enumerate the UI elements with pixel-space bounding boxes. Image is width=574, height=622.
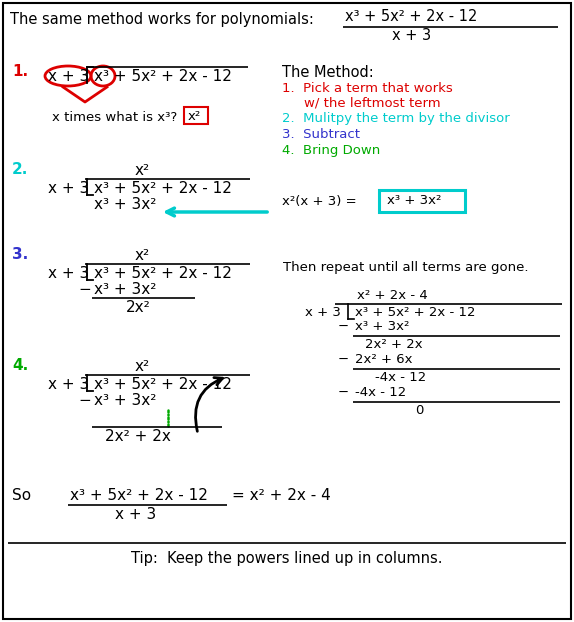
Text: 0: 0: [415, 404, 424, 417]
Text: −: −: [78, 393, 91, 408]
Text: x²: x²: [135, 359, 150, 374]
Text: x³ + 5x² + 2x - 12: x³ + 5x² + 2x - 12: [345, 9, 478, 24]
Text: Tip:  Keep the powers lined up in columns.: Tip: Keep the powers lined up in columns…: [131, 551, 443, 566]
Text: 2x²: 2x²: [126, 300, 151, 315]
Text: x³ + 5x² + 2x - 12: x³ + 5x² + 2x - 12: [355, 306, 475, 319]
Text: x³ + 3x²: x³ + 3x²: [94, 282, 156, 297]
Text: The Method:: The Method:: [282, 65, 374, 80]
Text: w/ the leftmost term: w/ the leftmost term: [304, 96, 441, 109]
Text: x³ + 5x² + 2x - 12: x³ + 5x² + 2x - 12: [94, 377, 232, 392]
Text: = x² + 2x - 4: = x² + 2x - 4: [232, 488, 331, 503]
Text: 3.  Subtract: 3. Subtract: [282, 128, 360, 141]
Text: x³ + 5x² + 2x - 12: x³ + 5x² + 2x - 12: [94, 181, 232, 196]
Text: x³ + 3x²: x³ + 3x²: [94, 393, 156, 408]
Text: 2.  Mulitpy the term by the divisor: 2. Mulitpy the term by the divisor: [282, 112, 510, 125]
Text: 1.  Pick a term that works: 1. Pick a term that works: [282, 82, 453, 95]
Text: -4x - 12: -4x - 12: [375, 371, 426, 384]
Text: x + 3: x + 3: [48, 266, 89, 281]
Text: x + 3: x + 3: [48, 69, 89, 84]
Text: x²: x²: [188, 109, 201, 123]
Text: x³ + 3x²: x³ + 3x²: [387, 194, 441, 207]
Text: x²: x²: [135, 163, 150, 178]
Text: 2x² + 6x: 2x² + 6x: [355, 353, 413, 366]
Text: So: So: [12, 488, 31, 503]
Text: −: −: [78, 282, 91, 297]
Text: x²(x + 3) =: x²(x + 3) =: [282, 195, 361, 208]
Text: −: −: [338, 320, 349, 333]
Text: 4.: 4.: [12, 358, 28, 373]
Text: The same method works for polynomials:: The same method works for polynomials:: [10, 12, 314, 27]
Text: x + 3: x + 3: [48, 377, 89, 392]
Text: x³ + 5x² + 2x - 12: x³ + 5x² + 2x - 12: [94, 266, 232, 281]
Text: x³ + 5x² + 2x - 12: x³ + 5x² + 2x - 12: [94, 69, 232, 84]
Text: 4.  Bring Down: 4. Bring Down: [282, 144, 380, 157]
Text: 3.: 3.: [12, 247, 28, 262]
Text: x² + 2x - 4: x² + 2x - 4: [357, 289, 428, 302]
Text: x + 3: x + 3: [48, 181, 89, 196]
Text: x³ + 3x²: x³ + 3x²: [355, 320, 409, 333]
Text: x + 3: x + 3: [115, 507, 156, 522]
Text: 1.: 1.: [12, 64, 28, 79]
Text: x + 3: x + 3: [305, 306, 341, 319]
Text: x + 3: x + 3: [392, 28, 431, 43]
Text: x³ + 3x²: x³ + 3x²: [94, 197, 156, 212]
Text: -4x - 12: -4x - 12: [355, 386, 406, 399]
Text: −: −: [338, 353, 349, 366]
Text: 2x² + 2x: 2x² + 2x: [105, 429, 171, 444]
Text: 2x² + 2x: 2x² + 2x: [365, 338, 422, 351]
Text: x³ + 5x² + 2x - 12: x³ + 5x² + 2x - 12: [70, 488, 208, 503]
Text: Then repeat until all terms are gone.: Then repeat until all terms are gone.: [283, 261, 529, 274]
Text: 2.: 2.: [12, 162, 28, 177]
Text: −: −: [338, 386, 349, 399]
Text: x²: x²: [135, 248, 150, 263]
Text: x times what is x³?: x times what is x³?: [52, 111, 177, 124]
